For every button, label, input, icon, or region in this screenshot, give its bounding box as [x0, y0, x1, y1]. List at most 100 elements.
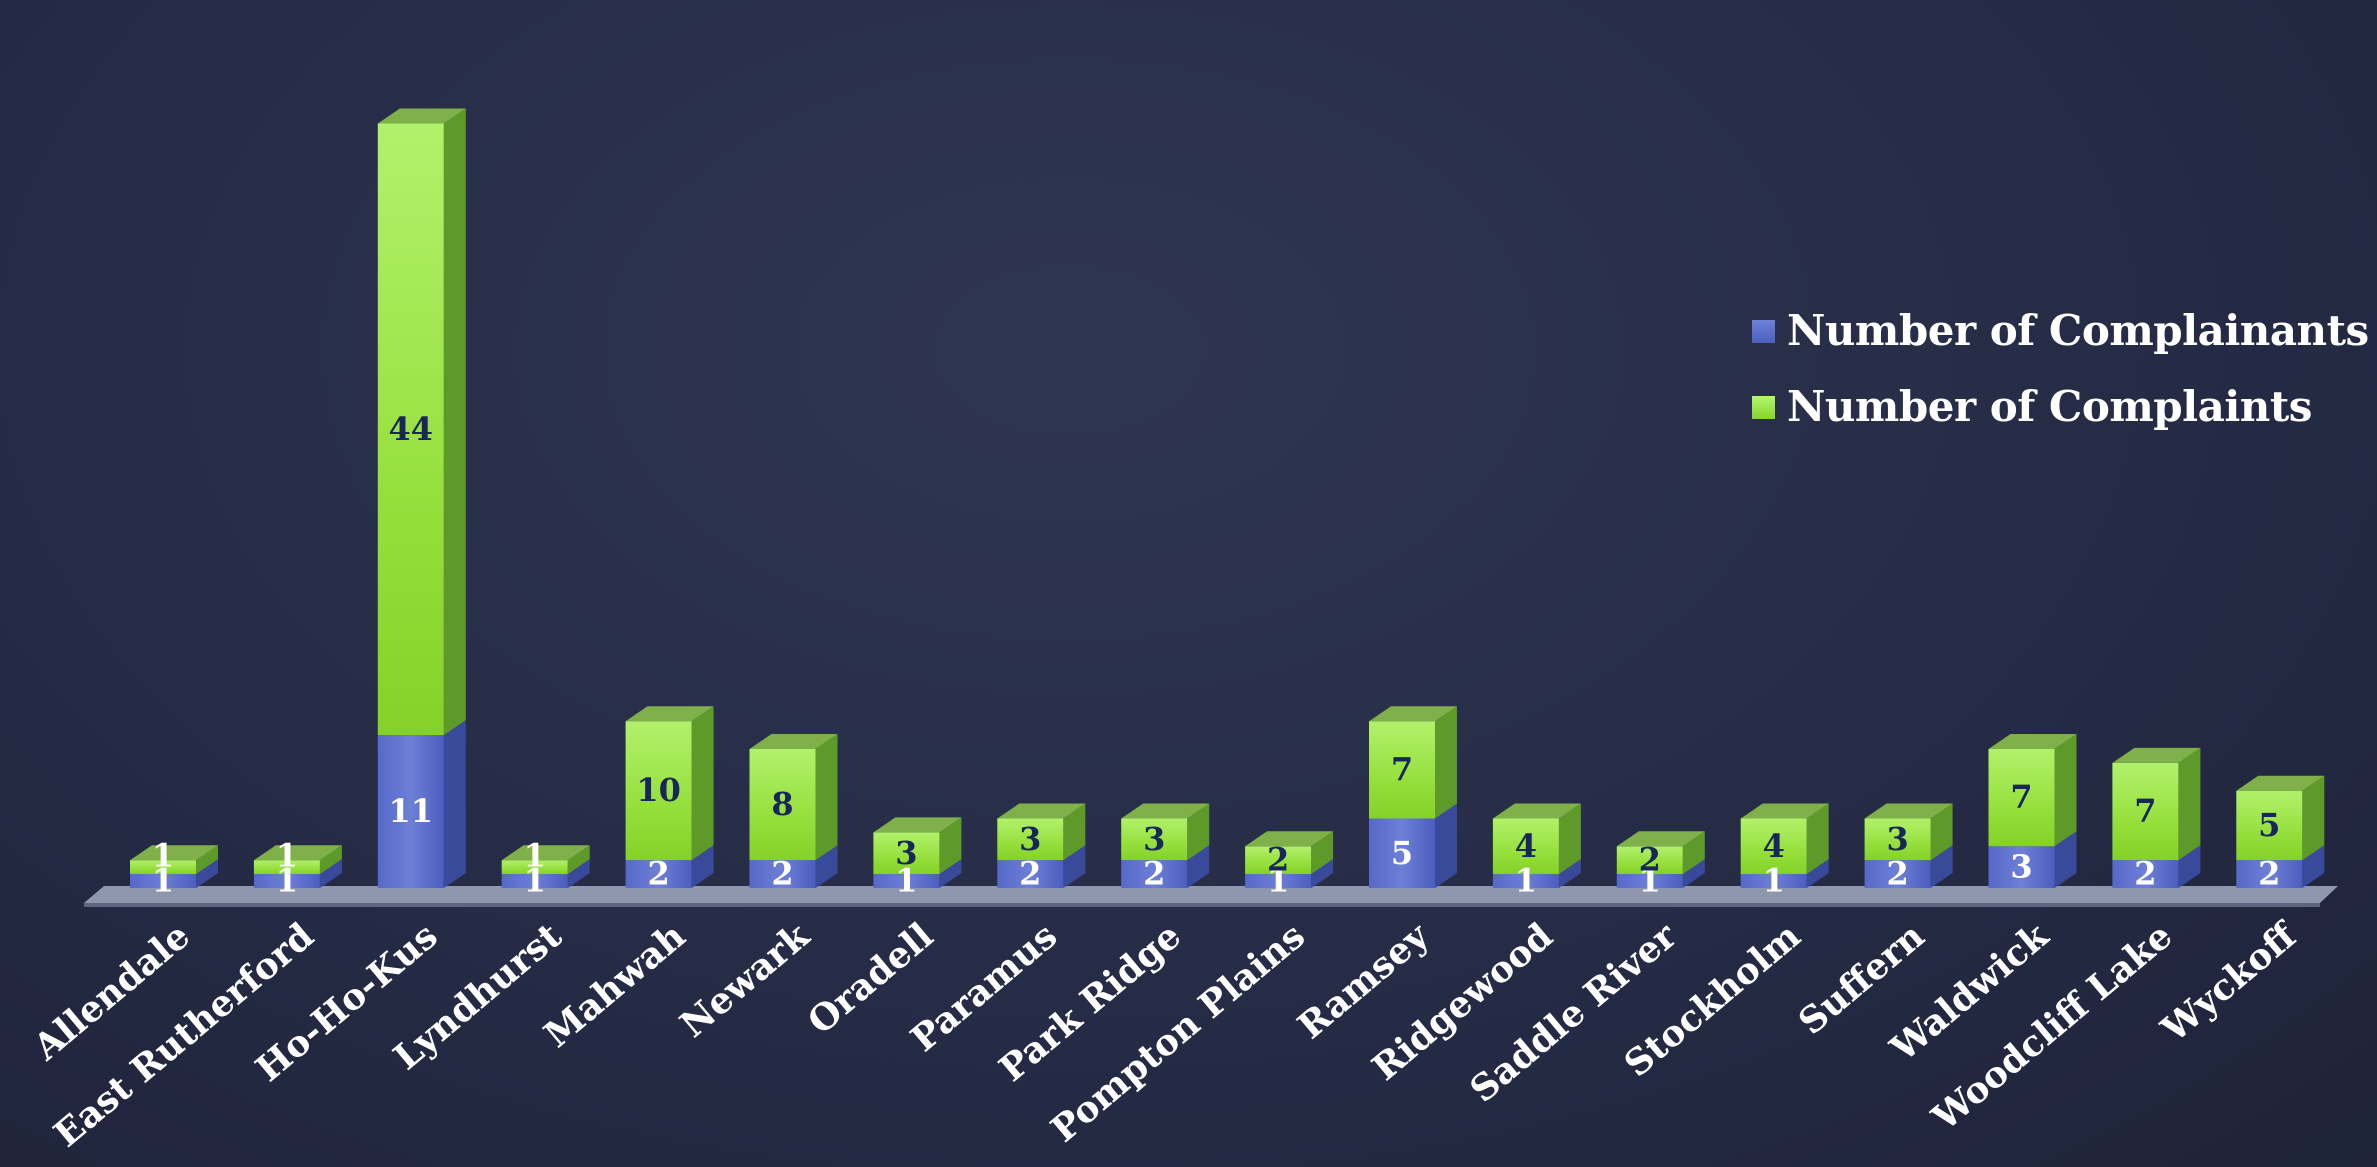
bar-complaints-lyndhurst-front	[501, 860, 568, 875]
bar-complainants-pompton-plains-front	[1245, 874, 1312, 888]
bar-complaints-ridgewood-front	[1492, 818, 1559, 875]
bar-complaints-suffern	[1864, 803, 1953, 861]
bar-complaints-wyckoff	[2236, 775, 2325, 861]
bar-complaints-ho-ho-kus-side	[443, 108, 466, 736]
bar-complainants-east-rutherford-front	[253, 874, 320, 888]
label-complainants-ramsey: 5	[1391, 834, 1413, 872]
bar-top-mahwah	[625, 706, 714, 722]
bar-top-ridgewood	[1492, 803, 1581, 819]
category-label-wyckoff: Wyckoff	[2153, 913, 2306, 1051]
bar-top-east-rutherford	[253, 845, 342, 861]
label-complaints-waldwick: 7	[2010, 778, 2032, 816]
bar-complainants-waldwick-side	[2054, 831, 2077, 888]
bar-complaints-ho-ho-kus	[377, 108, 466, 736]
bar-complainants-ho-ho-kus-side	[443, 720, 466, 888]
bar-complainants-east-rutherford-side	[319, 859, 342, 888]
bar-complaints-stockholm-front	[1740, 818, 1807, 875]
bar-complainants-allendale-front	[130, 874, 196, 888]
label-complainants-suffern: 2	[1886, 855, 1908, 893]
bar-complainants-ridgewood-front	[1492, 874, 1559, 888]
bar-complainants-lyndhurst-side	[567, 859, 590, 888]
label-complaints-ramsey: 7	[1391, 750, 1413, 788]
bar-top-oradell	[873, 817, 962, 833]
bar-complainants-ridgewood	[1492, 859, 1581, 888]
label-complaints-woodcliff-lake: 7	[2134, 792, 2156, 830]
bar-complainants-park-ridge-front	[1121, 860, 1188, 888]
legend-item-complainants: Number of Complainants	[1752, 293, 2369, 369]
bar-complaints-ramsey-side	[1435, 706, 1457, 819]
bar-complainants-pompton-plains-side	[1311, 859, 1334, 888]
category-label-saddle-river: Saddle River	[1462, 914, 1685, 1111]
bar-complainants-allendale-side	[196, 859, 218, 888]
label-complaints-allendale: 1	[152, 837, 174, 875]
bar-complaints-suffern-side	[1930, 803, 1953, 861]
label-complainants-pompton-plains: 1	[1267, 862, 1289, 900]
bar-top-ramsey	[1369, 706, 1457, 722]
bar-complainants-park-ridge	[1121, 845, 1210, 888]
bar-complaints-ho-ho-kus-front	[377, 123, 444, 736]
bar-complaints-newark-side	[815, 734, 838, 861]
bar-complaints-woodcliff-lake	[2112, 747, 2201, 861]
bar-top-suffern	[1864, 803, 1953, 819]
bar-complaints-stockholm	[1740, 803, 1829, 875]
bar-complainants-woodcliff-lake-front	[2112, 860, 2179, 888]
label-complaints-pompton-plains: 2	[1267, 841, 1289, 879]
bar-complainants-ho-ho-kus	[377, 720, 466, 888]
label-complainants-park-ridge: 2	[1143, 855, 1165, 893]
bar-complaints-waldwick-side	[2054, 734, 2077, 847]
bar-complainants-lyndhurst	[501, 859, 590, 888]
bar-complainants-park-ridge-side	[1187, 845, 1210, 888]
bar-complainants-oradell	[873, 859, 962, 888]
bar-top-allendale	[130, 845, 218, 861]
bar-complaints-east-rutherford-front	[253, 860, 320, 875]
bar-complaints-woodcliff-lake-side	[2178, 747, 2201, 861]
bar-complainants-allendale	[130, 859, 218, 888]
bar-complainants-saddle-river-side	[1682, 859, 1705, 888]
label-complaints-newark: 8	[771, 785, 793, 823]
label-complainants-lyndhurst: 1	[524, 862, 546, 900]
bar-top-saddle-river	[1616, 831, 1705, 847]
bar-complainants-stockholm-side	[1806, 859, 1829, 888]
bar-complaints-stockholm-side	[1806, 803, 1829, 875]
bar-complaints-oradell	[873, 817, 962, 875]
legend-swatch-complainants	[1752, 319, 1775, 343]
label-complaints-saddle-river: 2	[1639, 841, 1661, 879]
bar-top-lyndhurst	[501, 845, 590, 861]
bar-complaints-lyndhurst-side	[567, 845, 590, 875]
bar-complaints-ramsey	[1369, 706, 1457, 819]
label-complainants-east-rutherford: 1	[276, 862, 298, 900]
label-complaints-paramus: 3	[1019, 820, 1041, 858]
bar-complaints-pompton-plains	[1245, 831, 1334, 875]
bar-complainants-woodcliff-lake	[2112, 845, 2201, 888]
label-complainants-wyckoff: 2	[2258, 855, 2280, 893]
bar-complaints-mahwah	[625, 706, 714, 861]
bar-complainants-suffern-front	[1864, 860, 1931, 888]
floor-top	[84, 886, 2338, 903]
bar-complaints-ridgewood	[1492, 803, 1581, 875]
bar-complainants-ramsey-front	[1369, 818, 1435, 888]
legend-swatch-complaints	[1752, 395, 1775, 419]
chart-floor	[84, 886, 2338, 907]
label-complaints-ho-ho-kus: 44	[389, 410, 434, 448]
label-complainants-woodcliff-lake: 2	[2134, 855, 2156, 893]
label-complaints-wyckoff: 5	[2258, 806, 2280, 844]
bar-complaints-waldwick-front	[1988, 749, 2055, 847]
bar-complaints-waldwick	[1988, 734, 2077, 847]
bar-complainants-wyckoff-side	[2302, 845, 2325, 888]
bar-complaints-paramus-front	[997, 818, 1064, 861]
bar-complainants-saddle-river	[1616, 859, 1705, 888]
bar-complaints-paramus-side	[1063, 803, 1086, 861]
bar-top-ho-ho-kus	[377, 108, 466, 124]
category-label-newark: Newark	[672, 914, 818, 1046]
bar-complainants-waldwick	[1988, 831, 2077, 888]
bar-complainants-wyckoff-front	[2236, 860, 2303, 888]
bar-top-pompton-plains	[1245, 831, 1334, 847]
label-complainants-stockholm: 1	[1763, 862, 1785, 900]
bar-complainants-paramus-front	[997, 860, 1064, 888]
bar-complaints-allendale	[130, 845, 218, 875]
bar-complainants-stockholm-front	[1740, 874, 1807, 888]
bar-top-woodcliff-lake	[2112, 747, 2201, 763]
